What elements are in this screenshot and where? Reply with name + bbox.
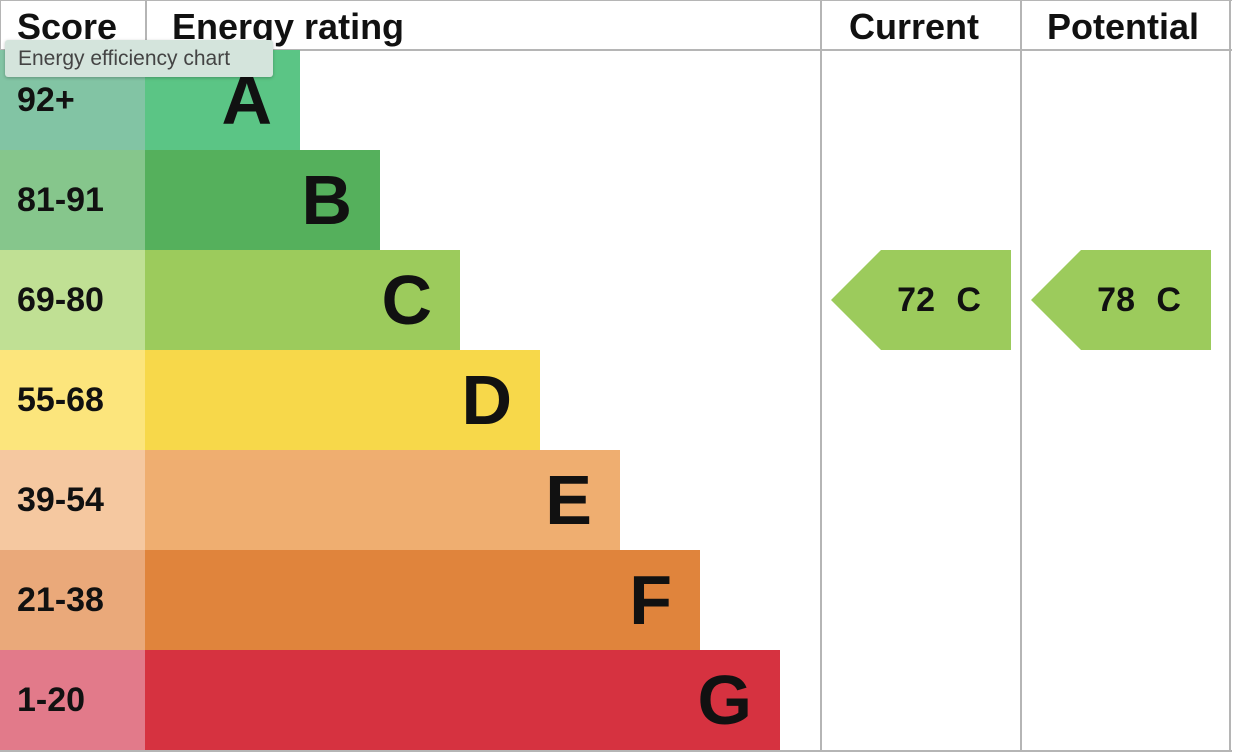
band-bar-b: B bbox=[145, 150, 380, 250]
band-letter: E bbox=[545, 461, 592, 539]
column-divider bbox=[1229, 0, 1231, 752]
band-bar-g: G bbox=[145, 650, 780, 750]
current-rating-arrow: 72 C bbox=[831, 250, 1011, 350]
header-divider bbox=[0, 49, 1232, 51]
column-divider bbox=[820, 0, 822, 752]
header-potential: Potential bbox=[1047, 6, 1200, 47]
potential-rating-arrow: 78 C bbox=[1031, 250, 1211, 350]
band-bar-c: C bbox=[145, 250, 460, 350]
column-divider bbox=[1020, 0, 1022, 752]
score-range-b: 81-91 bbox=[0, 150, 145, 250]
potential-rating-label: 78 C bbox=[1097, 281, 1181, 319]
score-range-e: 39-54 bbox=[0, 450, 145, 550]
band-bar-d: D bbox=[145, 350, 540, 450]
current-arrow-shape bbox=[831, 250, 1011, 350]
band-letter: B bbox=[301, 161, 352, 239]
header-divider bbox=[0, 0, 1232, 1]
current-rating-label: 72 C bbox=[897, 281, 981, 319]
score-range-f: 21-38 bbox=[0, 550, 145, 650]
tooltip: Energy efficiency chart bbox=[5, 40, 273, 77]
band-bar-f: F bbox=[145, 550, 700, 650]
header-current: Current bbox=[849, 6, 980, 47]
band-letter: G bbox=[697, 661, 752, 739]
score-range-d: 55-68 bbox=[0, 350, 145, 450]
potential-arrow-shape bbox=[1031, 250, 1211, 350]
bottom-divider bbox=[0, 750, 1232, 752]
band-letter: D bbox=[461, 361, 512, 439]
band-letter: C bbox=[381, 261, 432, 339]
score-range-g: 1-20 bbox=[0, 650, 145, 750]
band-bar-e: E bbox=[145, 450, 620, 550]
band-letter: F bbox=[629, 561, 672, 639]
score-range-c: 69-80 bbox=[0, 250, 145, 350]
column-divider bbox=[145, 0, 147, 50]
